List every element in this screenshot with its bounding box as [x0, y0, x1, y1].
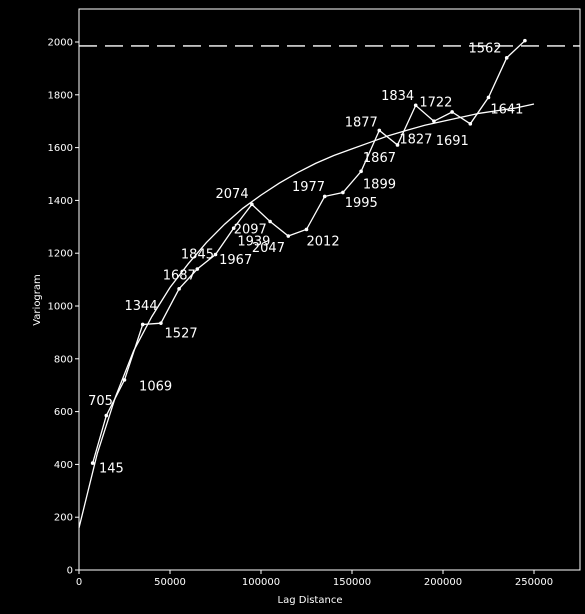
experimental-point	[195, 267, 200, 271]
y-tick-label: 600	[54, 407, 73, 418]
experimental-point	[523, 38, 527, 43]
pair-count-label: 2097	[234, 222, 267, 237]
experimental-point	[450, 110, 454, 114]
x-tick-label: 250000	[515, 577, 553, 588]
y-tick-label: 1000	[48, 302, 73, 313]
pair-count-label: 1977	[292, 180, 325, 195]
pair-count-label: 2012	[307, 234, 340, 249]
y-tick-label: 0	[67, 566, 73, 577]
pair-count-label: 1834	[381, 89, 414, 104]
experimental-point	[395, 143, 400, 147]
y-tick-label: 200	[54, 513, 73, 524]
experimental-point	[432, 119, 436, 123]
experimental-variogram-line	[92, 40, 526, 464]
y-tick-label: 1800	[48, 90, 73, 101]
y-tick-label: 1400	[48, 196, 73, 207]
series-layer	[78, 38, 580, 528]
experimental-point	[286, 234, 291, 238]
x-tick-label: 200000	[424, 577, 462, 588]
experimental-point	[413, 103, 418, 108]
pair-count-label: 1995	[345, 196, 378, 211]
experimental-point	[122, 378, 127, 382]
pair-count-label: 2047	[252, 241, 285, 256]
y-tick-label: 2000	[48, 38, 73, 49]
experimental-point	[213, 252, 218, 257]
experimental-point	[504, 56, 509, 60]
ticks-layer: 0 50000 100000 150000 200000 250000 0 200 400 600…	[48, 38, 554, 589]
pair-count-label: 1641	[490, 102, 523, 117]
experimental-point	[140, 322, 145, 327]
pair-count-label: 1899	[363, 178, 396, 193]
experimental-point	[250, 202, 254, 207]
experimental-point	[341, 190, 345, 195]
pair-count-label: 1967	[219, 253, 252, 268]
pair-count-label: 1527	[165, 327, 198, 342]
experimental-point	[231, 226, 236, 230]
pair-count-label: 1344	[125, 299, 158, 314]
experimental-point	[486, 95, 491, 100]
experimental-point	[304, 227, 309, 232]
y-tick-label: 1600	[48, 143, 73, 154]
experimental-point	[104, 413, 109, 418]
experimental-point	[468, 122, 473, 126]
experimental-point	[177, 287, 181, 291]
x-tick-label: 150000	[333, 577, 371, 588]
pair-count-label: 145	[99, 461, 124, 476]
x-tick-label: 100000	[242, 577, 280, 588]
experimental-point	[377, 128, 382, 133]
pair-count-label: 1722	[419, 96, 452, 111]
y-tick-label: 800	[54, 354, 73, 365]
experimental-point	[268, 219, 272, 224]
pair-count-label: 1687	[163, 269, 196, 284]
pair-count-label: 1939	[237, 234, 270, 249]
x-axis-title: Lag Distance	[278, 595, 343, 606]
pair-count-label: 1562	[468, 42, 501, 57]
pair-count-label: 1867	[363, 151, 396, 166]
experimental-point	[90, 461, 95, 465]
experimental-point	[359, 169, 363, 174]
model-curve	[78, 103, 535, 528]
pair-count-label: 1691	[436, 134, 469, 149]
pair-count-label: 1069	[139, 379, 172, 394]
pair-count-label: 2074	[216, 187, 249, 202]
x-tick-label: 50000	[154, 577, 186, 588]
x-tick-label: 0	[76, 577, 82, 588]
y-tick-label: 400	[54, 460, 73, 471]
experimental-point	[159, 321, 163, 325]
pair-count-label: 1877	[345, 115, 378, 130]
y-tick-label: 1200	[48, 249, 73, 260]
pair-count-label: 1827	[399, 133, 432, 148]
plot-frame	[78, 8, 581, 571]
experimental-point	[322, 194, 327, 199]
pair-count-label: 705	[88, 394, 113, 409]
pair-count-label: 1845	[181, 247, 214, 262]
y-axis-title: Variogram	[32, 274, 43, 326]
